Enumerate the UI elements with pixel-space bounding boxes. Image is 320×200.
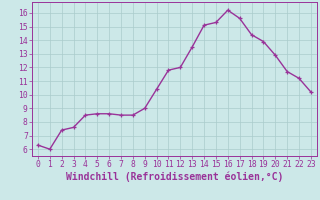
- X-axis label: Windchill (Refroidissement éolien,°C): Windchill (Refroidissement éolien,°C): [66, 172, 283, 182]
